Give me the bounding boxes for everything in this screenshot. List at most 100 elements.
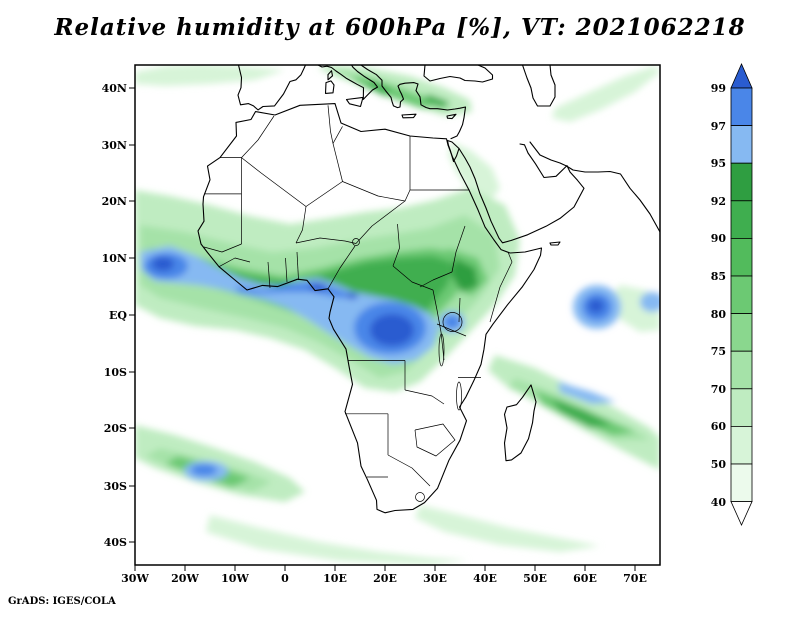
border-line [327, 105, 334, 144]
colorbar-label: 97 [711, 120, 726, 133]
border-line [392, 265, 434, 291]
colorbar-segment [730, 350, 753, 390]
colorbar-segment [730, 200, 753, 239]
y-tick-label: 10N [102, 252, 127, 265]
border-line [241, 115, 275, 158]
humidity-region [424, 94, 450, 108]
sinai-coastline [446, 139, 460, 163]
humidity-region [135, 65, 285, 86]
colorbar-segment [730, 275, 753, 314]
madagascar-coastline [503, 384, 537, 462]
x-tick-label: 30E [423, 572, 447, 585]
humidity-region [236, 282, 358, 298]
colorbar-segment [730, 87, 753, 126]
colorbar-label: 85 [711, 270, 726, 283]
colorbar-segment [730, 162, 753, 202]
border-line [295, 237, 357, 244]
colorbar-segment [730, 463, 753, 502]
humidity-region [450, 258, 478, 292]
lake-malawi [456, 381, 462, 411]
y-axis-ticks [129, 87, 135, 543]
arabia-coastline [458, 143, 585, 244]
greece-balkans-coastline [360, 65, 419, 109]
sardinia-coastline [324, 80, 335, 94]
colorbar-labels: 99 97 95 92 90 85 80 75 70 60 50 40 [711, 82, 727, 509]
humidity-region [206, 515, 468, 565]
colorbar-label: 60 [711, 420, 727, 433]
humidity-region [640, 292, 660, 312]
grads-credit: GrADS: IGES/COLA [8, 596, 116, 607]
border-line [241, 157, 307, 207]
colorbar-segment [730, 125, 753, 164]
x-tick-label: 20W [171, 572, 199, 585]
corsica-coastline [327, 70, 334, 81]
italy-coastline [317, 65, 379, 100]
colorbar-label: 50 [711, 458, 727, 471]
y-tick-label: 40S [104, 536, 127, 549]
colorbar-label: 75 [711, 345, 726, 358]
border-line [387, 454, 431, 487]
border-line [296, 251, 299, 281]
y-tick-label: 20S [104, 422, 127, 435]
black-sea-coastline [423, 65, 494, 83]
y-tick-label: 10S [104, 366, 127, 379]
border-line [332, 143, 343, 182]
border-line [440, 331, 445, 361]
humidity-region [444, 315, 460, 329]
x-tick-label: 50E [523, 572, 547, 585]
humidity-region [415, 505, 600, 552]
humidity-region [366, 80, 392, 96]
colorbar-segment [730, 237, 753, 277]
sicily-coastline [345, 96, 364, 108]
y-tick-label: 30N [102, 139, 127, 152]
colorbar-label: 95 [711, 157, 726, 170]
border-line [342, 181, 411, 202]
x-tick-label: 30W [121, 572, 149, 585]
x-tick-label: 0 [281, 572, 289, 585]
caspian-sea-coastline [521, 65, 556, 107]
lesotho-border [415, 492, 425, 502]
humidity-region [191, 464, 217, 476]
plot-title: Relative humidity at 600hPa [%], VT: 202… [54, 14, 746, 41]
border-line [436, 323, 467, 337]
humidity-region [588, 299, 604, 313]
colorbar-arrow-top [730, 63, 753, 89]
border-line [392, 223, 400, 267]
socotra-coastline [549, 241, 561, 246]
border-line [305, 181, 343, 207]
border-line [332, 126, 343, 144]
colorbar-segment [730, 313, 753, 352]
colorbar-label: 92 [711, 195, 726, 208]
x-tick-label: 10W [221, 572, 249, 585]
colorbar-label: 99 [711, 82, 726, 95]
x-tick-label: 10E [323, 572, 347, 585]
colorbar-label: 80 [711, 308, 727, 321]
x-tick-label: 40E [473, 572, 497, 585]
iberia-coastline [237, 65, 307, 111]
border-line [267, 261, 271, 289]
border-line [327, 245, 356, 289]
border-line [404, 389, 445, 405]
shading-level-50-60 [135, 65, 660, 565]
border-line [419, 271, 453, 288]
country-borders [203, 105, 513, 502]
y-tick-label: 20N [102, 195, 127, 208]
border-line [414, 423, 456, 457]
border-line [355, 200, 406, 244]
x-tick-label: 20E [373, 572, 397, 585]
border-line [499, 251, 513, 288]
border-line [451, 225, 466, 273]
y-tick-label: 40N [102, 82, 127, 95]
border-line [432, 289, 442, 333]
colorbar-arrow-bottom [730, 501, 753, 526]
border-line [295, 206, 307, 244]
humidity-region [152, 257, 174, 271]
colorbar-segment [730, 388, 753, 427]
x-axis-ticks [134, 565, 636, 571]
humidity-region [448, 142, 500, 204]
humidity-region [370, 314, 414, 346]
humidity-region [346, 293, 358, 299]
levant-turkey-coastline [415, 83, 467, 140]
border-line [203, 243, 242, 253]
